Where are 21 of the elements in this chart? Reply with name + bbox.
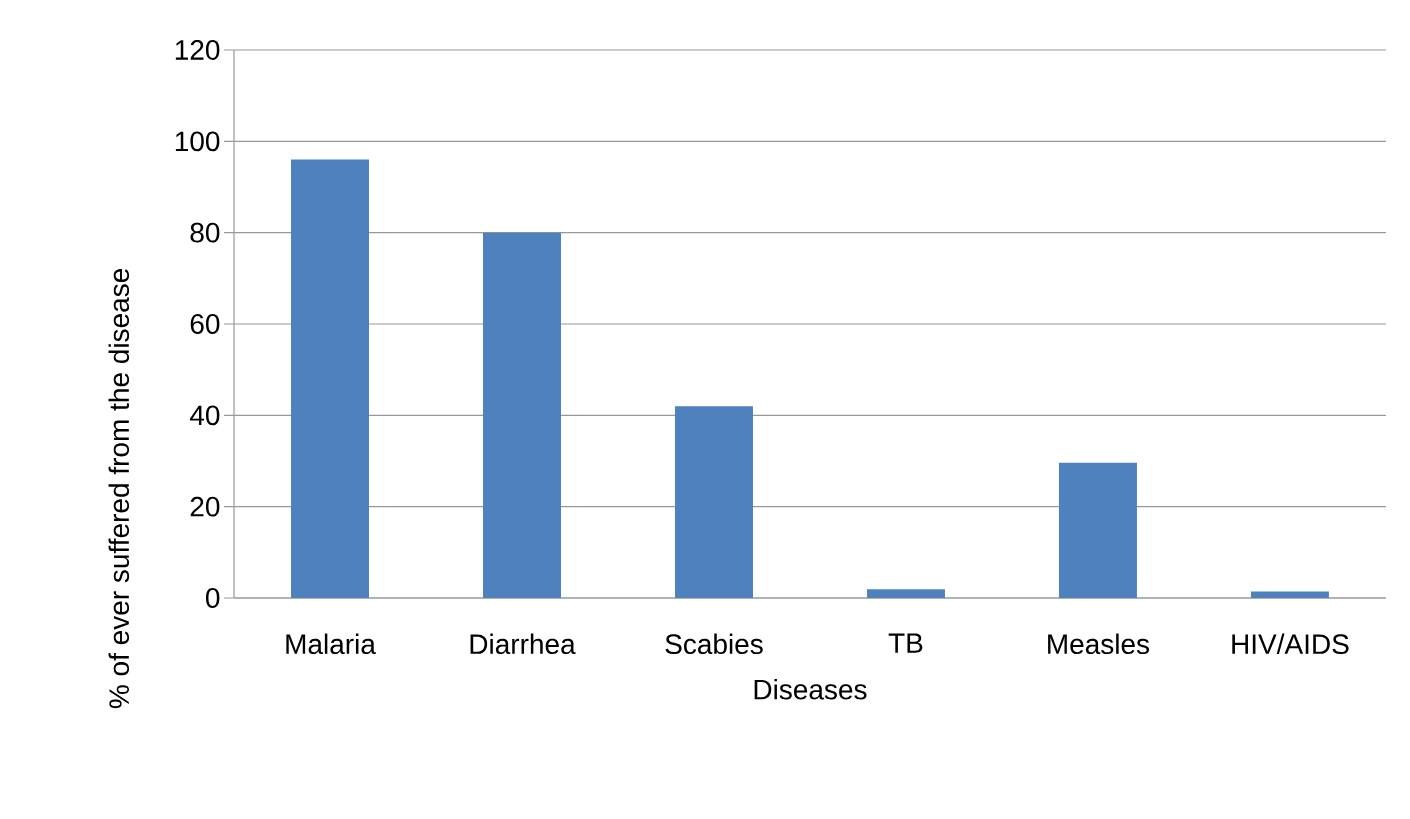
y-tick-label: 80 [190, 222, 220, 243]
y-tick-label: 100 [175, 131, 220, 152]
bar [482, 232, 561, 598]
y-tick-label: 40 [189, 405, 220, 426]
bar [866, 589, 945, 598]
x-tick-label: Malaria [286, 633, 376, 655]
bar [1250, 591, 1329, 598]
x-tick-label: HIV/AIDS [1232, 633, 1349, 655]
x-tick-label: Diarrhea [470, 633, 576, 655]
y-axis-title: % of ever suffered from the disease [108, 268, 130, 709]
y-tick-label: 0 [205, 588, 220, 608]
y-tick-label: 120 [175, 40, 220, 60]
bar [1058, 462, 1137, 598]
y-tick-label: 60 [190, 314, 220, 334]
bar [674, 406, 753, 598]
bar [290, 159, 369, 598]
x-axis-title: Diseases [754, 678, 867, 700]
y-tick-label: 20 [190, 496, 220, 517]
x-tick-label: TB [888, 633, 923, 653]
x-tick-label: Measles [1048, 633, 1150, 655]
x-tick-label: Scabies [665, 633, 763, 655]
